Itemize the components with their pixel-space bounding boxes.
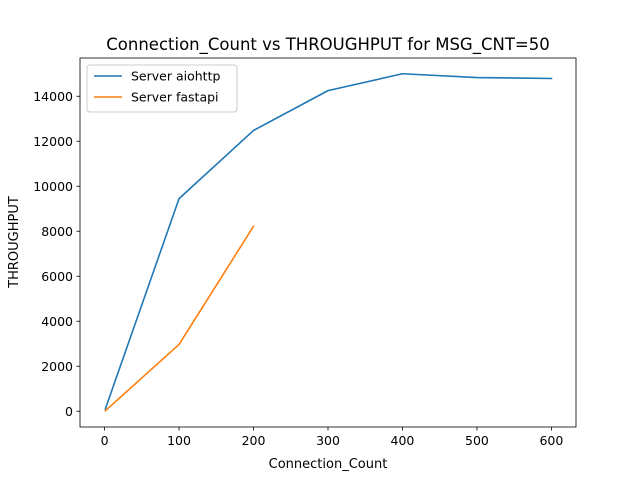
x-tick-label: 0 bbox=[101, 433, 109, 448]
x-axis-label: Connection_Count bbox=[269, 457, 388, 472]
y-tick-label: 0 bbox=[65, 404, 73, 419]
x-tick-label: 200 bbox=[242, 433, 266, 448]
x-tick-label: 100 bbox=[167, 433, 191, 448]
x-tick-label: 300 bbox=[316, 433, 340, 448]
y-axis-label: THROUGHPUT bbox=[7, 196, 22, 289]
legend-label-fastapi: Server fastapi bbox=[131, 90, 219, 105]
axis-ticks: 0 100 200 300 400 500 600020004000600080001000… bbox=[33, 89, 563, 448]
y-tick-label: 12000 bbox=[33, 134, 73, 149]
series-line-server-aiohttp bbox=[104, 72, 553, 411]
y-tick-label: 8000 bbox=[41, 224, 73, 239]
legend-label-aiohttp: Server aiohttp bbox=[131, 69, 220, 84]
legend-box bbox=[86, 64, 238, 113]
x-tick-label: 500 bbox=[465, 433, 489, 448]
x-tick-label: 400 bbox=[391, 433, 415, 448]
plot-layer bbox=[104, 72, 553, 412]
y-tick-label: 6000 bbox=[41, 269, 73, 284]
y-tick-label: 14000 bbox=[33, 89, 73, 104]
legend: Server aiohttp Server fastapi bbox=[86, 64, 238, 113]
series-line-server-fastapi bbox=[104, 225, 255, 412]
y-tick-label: 10000 bbox=[33, 179, 73, 194]
y-tick-label: 2000 bbox=[41, 359, 73, 374]
chart-title: Connection_Count vs THROUGHPUT for MSG_C… bbox=[106, 35, 549, 55]
y-tick-label: 4000 bbox=[41, 314, 73, 329]
x-tick-label: 600 bbox=[539, 433, 563, 448]
